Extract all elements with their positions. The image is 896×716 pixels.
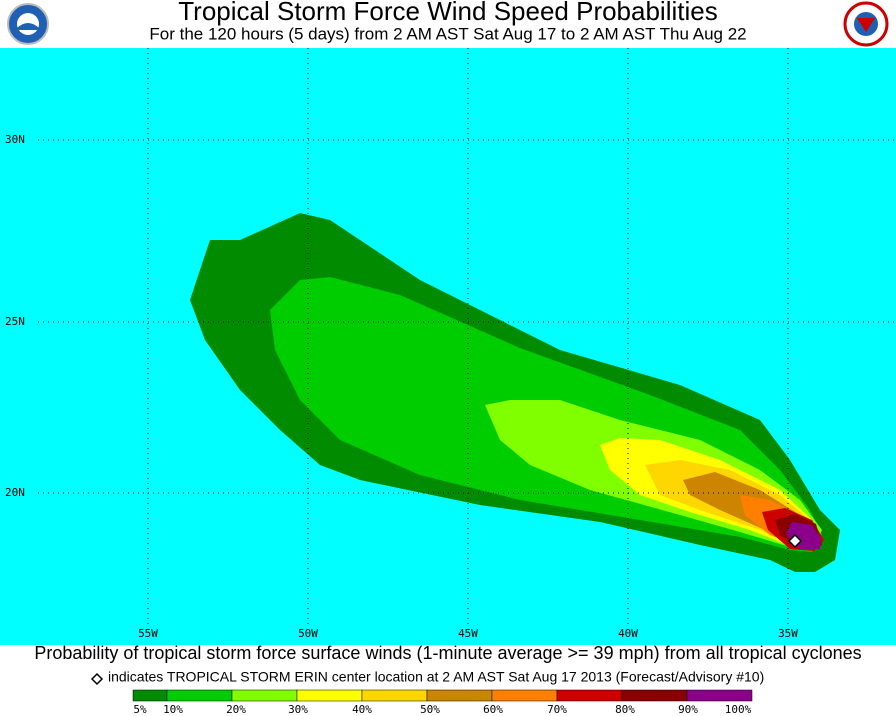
- probability-contours: [190, 213, 840, 572]
- legend-label: 70%: [547, 703, 567, 716]
- legend-label: 20%: [226, 703, 246, 716]
- legend: 5% 10% 20% 30% 40% 50% 60% 70% 80% 90% 100%: [132, 689, 753, 716]
- noaa-logo: [7, 3, 49, 45]
- legend-swatch: [132, 689, 168, 702]
- legend-swatch: [426, 689, 493, 702]
- lon-label: 55W: [138, 627, 158, 640]
- title: Tropical Storm Force Wind Speed Probabil…: [178, 0, 717, 26]
- legend-label: 80%: [615, 703, 635, 716]
- legend-label: 40%: [352, 703, 372, 716]
- legend-label: 50%: [420, 703, 440, 716]
- legend-swatch: [621, 689, 688, 702]
- legend-label: 30%: [288, 703, 308, 716]
- nws-logo: [843, 1, 889, 47]
- lon-label: 45W: [458, 627, 478, 640]
- lon-label: 50W: [298, 627, 318, 640]
- legend-swatch: [231, 689, 298, 702]
- legend-swatch: [556, 689, 623, 702]
- legend-swatch: [361, 689, 428, 702]
- legend-swatch: [166, 689, 233, 702]
- note: indicates TROPICAL STORM ERIN center loc…: [108, 669, 764, 685]
- graticule: [38, 48, 896, 625]
- legend-label: 100%: [725, 703, 752, 716]
- lat-label: 30N: [5, 133, 25, 146]
- legend-swatch: [686, 689, 753, 702]
- lat-label: 20N: [5, 486, 25, 499]
- center-icon: [90, 672, 104, 686]
- lon-label: 35W: [778, 627, 798, 640]
- legend-label: 5%: [133, 703, 147, 716]
- legend-swatch: [491, 689, 558, 702]
- legend-swatch: [296, 689, 363, 702]
- lon-label: 40W: [618, 627, 638, 640]
- legend-label: 90%: [678, 703, 698, 716]
- caption: Probability of tropical storm force surf…: [34, 643, 861, 663]
- storm-center: [787, 533, 803, 549]
- lat-label: 25N: [5, 315, 25, 328]
- legend-label: 60%: [483, 703, 503, 716]
- legend-label: 10%: [163, 703, 183, 716]
- subtitle: For the 120 hours (5 days) from 2 AM AST…: [149, 24, 746, 43]
